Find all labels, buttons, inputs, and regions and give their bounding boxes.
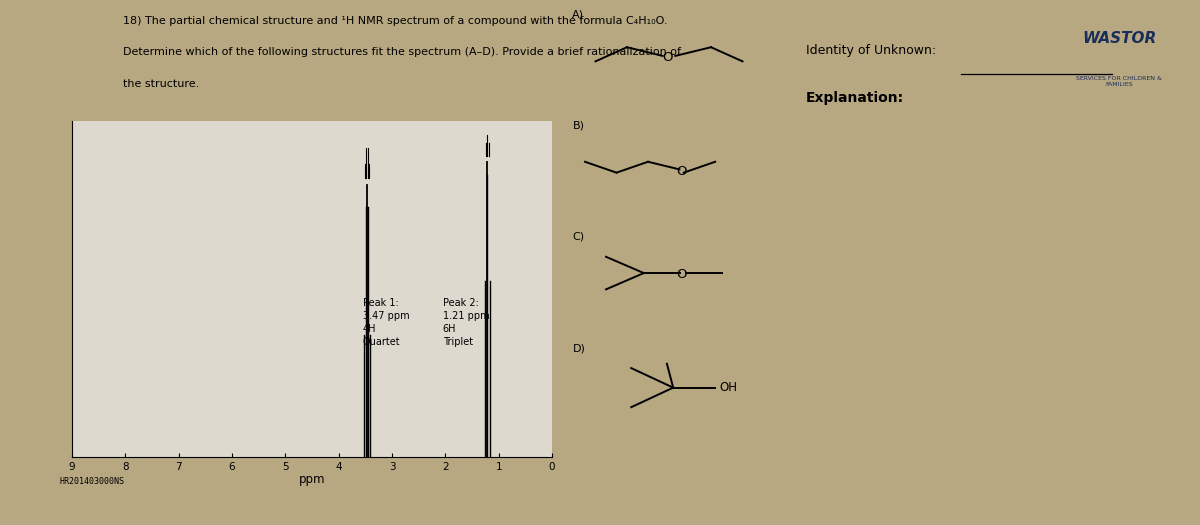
- Text: HR201403000NS: HR201403000NS: [59, 477, 125, 486]
- Text: Explanation:: Explanation:: [806, 91, 905, 105]
- Text: Peak 2:
1.21 ppm
6H
Triplet: Peak 2: 1.21 ppm 6H Triplet: [443, 298, 490, 347]
- Text: SERVICES FOR CHILDREN &
FAMILIES: SERVICES FOR CHILDREN & FAMILIES: [1076, 76, 1162, 87]
- X-axis label: ppm: ppm: [299, 473, 325, 486]
- Text: OH: OH: [720, 381, 737, 394]
- Text: 18) The partial chemical structure and ¹H NMR spectrum of a compound with the fo: 18) The partial chemical structure and ¹…: [124, 16, 667, 26]
- Text: D): D): [572, 343, 586, 353]
- Text: O: O: [677, 164, 686, 177]
- Text: O: O: [677, 268, 686, 281]
- Text: C): C): [572, 232, 584, 242]
- Text: A): A): [572, 9, 584, 19]
- Text: WASTOR: WASTOR: [1082, 32, 1156, 46]
- Text: Determine which of the following structures fit the spectrum (A–D). Provide a br: Determine which of the following structu…: [124, 47, 682, 57]
- Text: B): B): [572, 120, 584, 131]
- Text: the structure.: the structure.: [124, 79, 199, 89]
- Text: O: O: [662, 51, 673, 64]
- Text: Identity of Unknown:: Identity of Unknown:: [806, 44, 936, 57]
- Text: Peak 1:
3.47 ppm
4H
Quartet: Peak 1: 3.47 ppm 4H Quartet: [362, 298, 409, 347]
